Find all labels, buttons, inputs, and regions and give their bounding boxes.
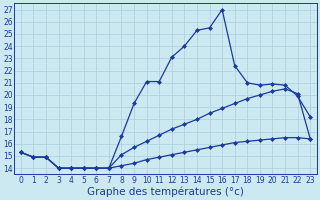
X-axis label: Graphe des températures (°c): Graphe des températures (°c) <box>87 186 244 197</box>
